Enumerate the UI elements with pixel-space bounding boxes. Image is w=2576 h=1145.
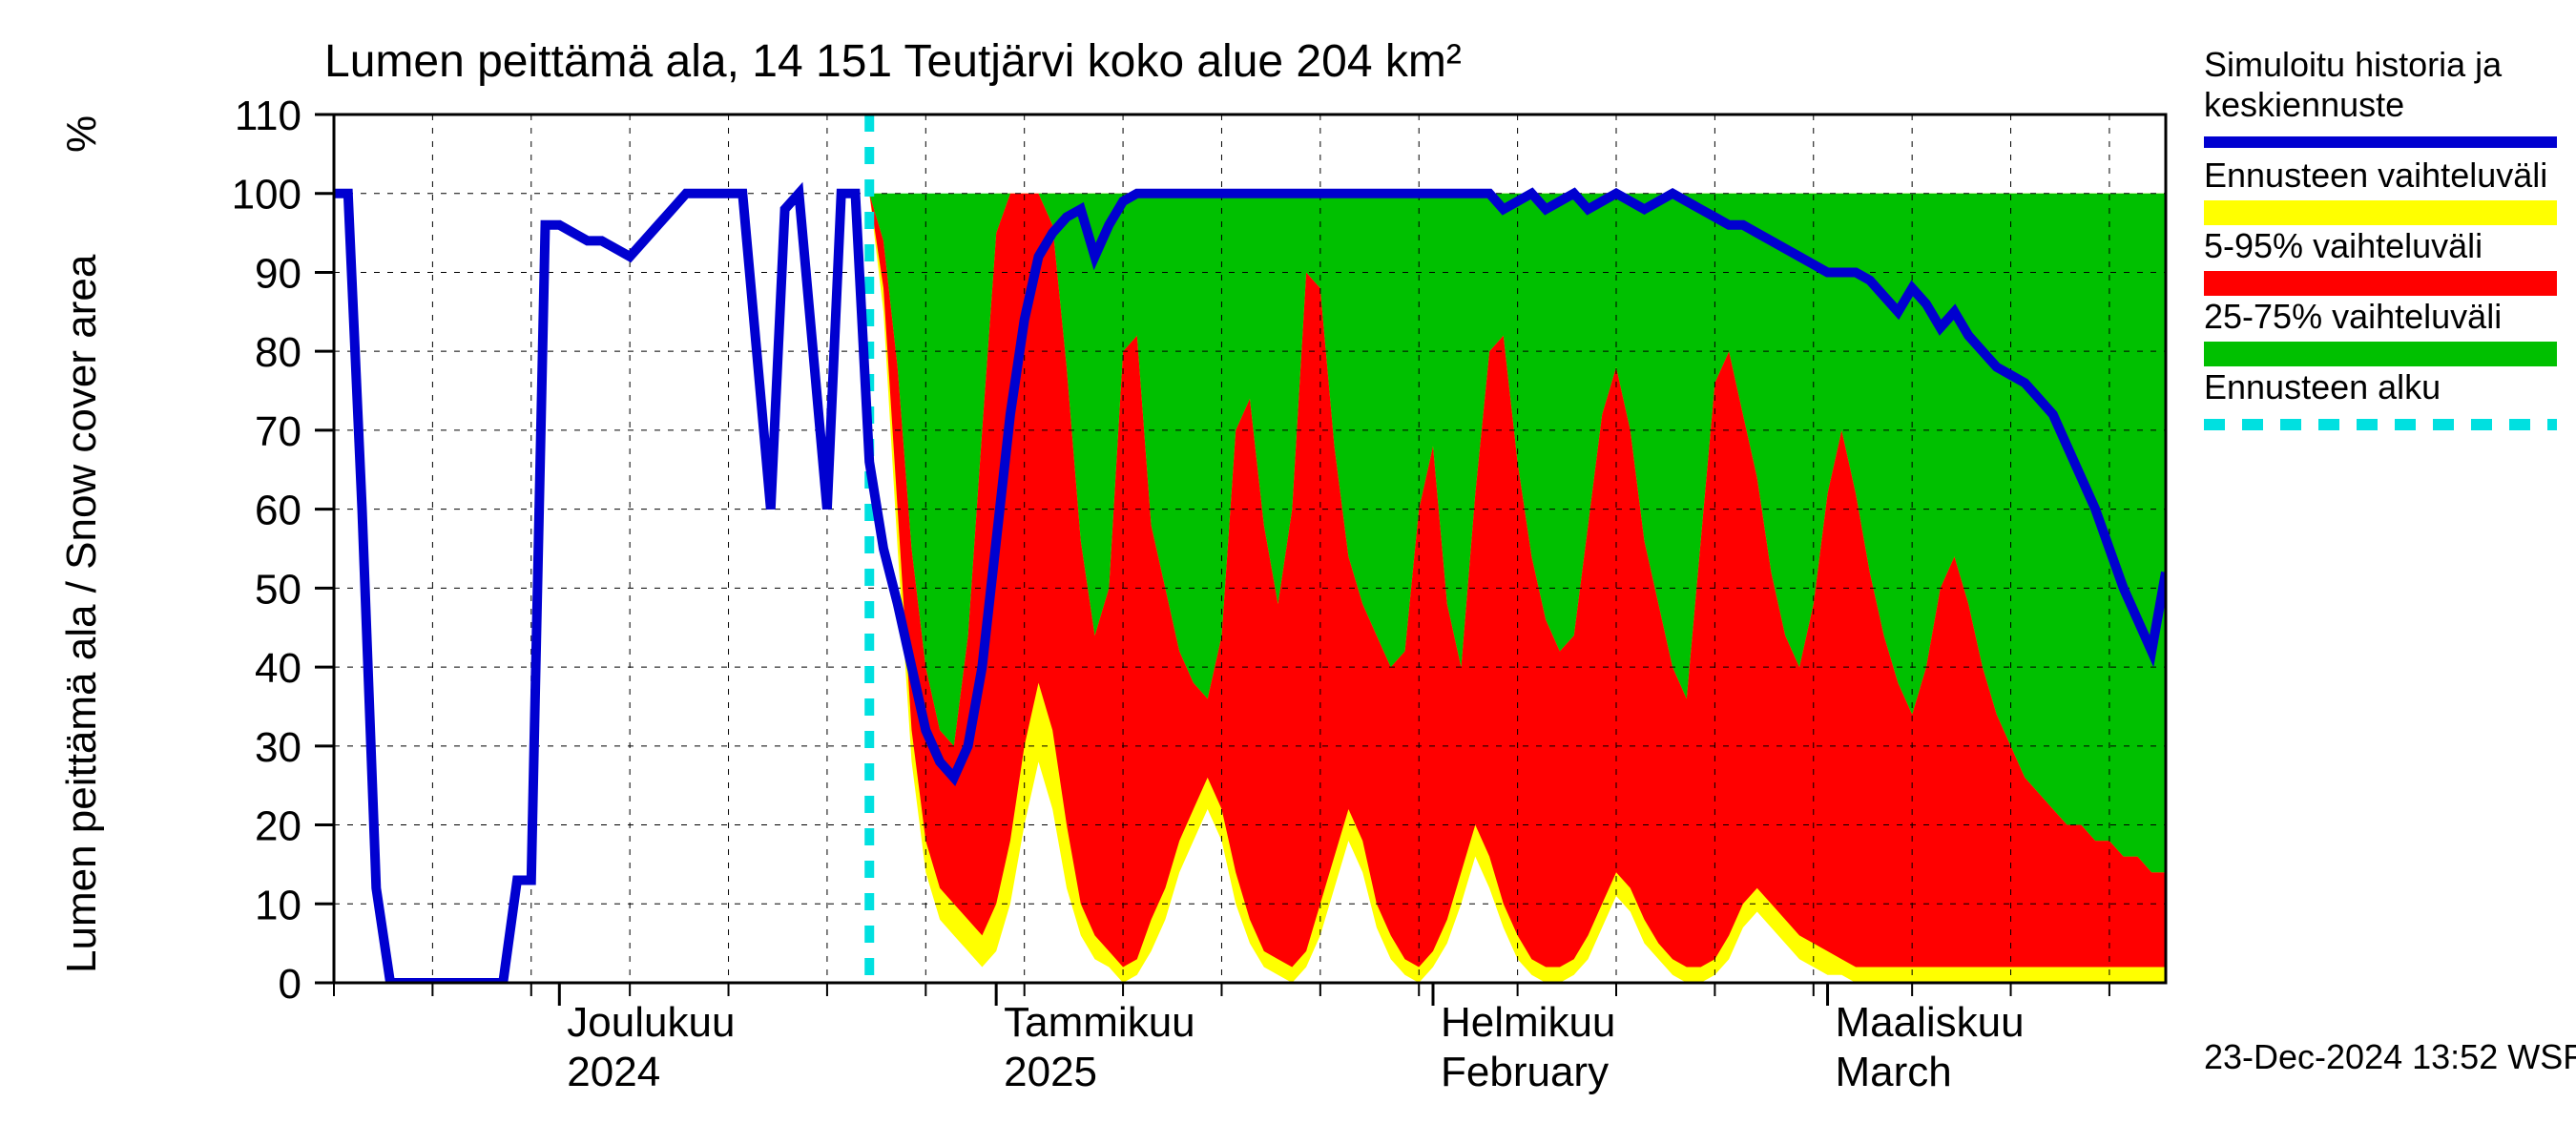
legend-label: Ennusteen alku: [2204, 367, 2441, 406]
y-tick-label: 30: [255, 724, 301, 771]
y-tick-label: 70: [255, 408, 301, 455]
x-month-label-bottom: March: [1836, 1049, 1952, 1095]
y-tick-label: 60: [255, 488, 301, 534]
y-tick-label: 100: [232, 172, 301, 219]
legend-label: keskiennuste: [2204, 85, 2404, 124]
y-tick-label: 0: [279, 961, 301, 1008]
x-month-label-top: Helmikuu: [1441, 999, 1615, 1046]
y-tick-label: 20: [255, 803, 301, 850]
y-tick-label: 50: [255, 566, 301, 613]
x-month-label-bottom: 2024: [567, 1049, 660, 1095]
footer-date: 23-Dec-2024 13:52 WSFS-O: [2204, 1037, 2576, 1076]
snow-cover-chart: 0 10 20 30 40 50 60 70 80 90 100 110 Joulukuu2024 Tam…: [0, 0, 2576, 1145]
y-tick-label: 10: [255, 882, 301, 928]
y-axis-label: Lumen peittämä ala / Snow cover area: [58, 254, 105, 973]
legend-label: Ennusteen vaihteluväli: [2204, 156, 2547, 195]
legend-label: 5-95% vaihteluväli: [2204, 226, 2483, 265]
y-tick-label: 40: [255, 645, 301, 692]
x-month-label-bottom: 2025: [1004, 1049, 1097, 1095]
legend-swatch: [2204, 200, 2557, 225]
y-tick-label: 80: [255, 329, 301, 376]
legend-swatch: [2204, 271, 2557, 296]
legend-label: Simuloitu historia ja: [2204, 45, 2503, 84]
x-month-label-bottom: February: [1441, 1049, 1609, 1095]
y-tick-label: 110: [235, 93, 301, 139]
y-tick-label: 90: [255, 250, 301, 297]
legend-swatch: [2204, 342, 2557, 366]
chart-title: Lumen peittämä ala, 14 151 Teutjärvi kok…: [324, 36, 1462, 87]
y-axis-unit: %: [58, 115, 105, 153]
x-month-label-top: Maaliskuu: [1836, 999, 2025, 1046]
x-month-label-top: Joulukuu: [567, 999, 735, 1046]
legend-label: 25-75% vaihteluväli: [2204, 297, 2502, 336]
x-month-label-top: Tammikuu: [1004, 999, 1195, 1046]
